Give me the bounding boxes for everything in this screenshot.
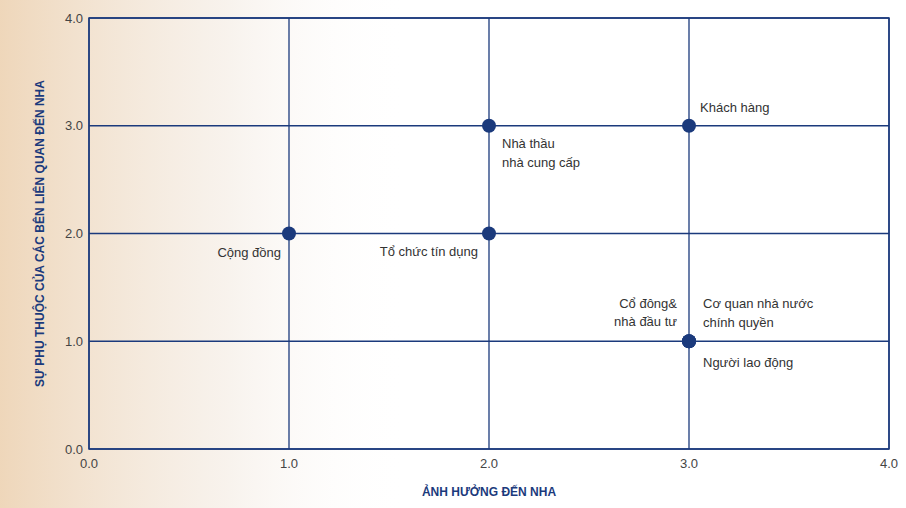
- point-label: Tổ chức tín dụng: [380, 244, 478, 259]
- y-axis-title: SỰ PHỤ THUỘC CỦA CÁC BÊN LIÊN QUAN ĐẾN N…: [32, 80, 47, 387]
- point-label: nhà cung cấp: [502, 155, 580, 170]
- point-label: Cộng đồng: [217, 245, 281, 260]
- point-label: Người lao động: [703, 355, 793, 370]
- y-tick-label: 1.0: [65, 334, 83, 349]
- x-tick-label: 3.0: [680, 456, 698, 471]
- point: [282, 227, 296, 241]
- x-axis-title: ẢNH HƯỞNG ĐẾN NHA: [422, 484, 557, 499]
- point: [682, 334, 696, 348]
- point: [682, 334, 696, 348]
- point-label: chính quyền: [703, 315, 774, 330]
- x-tick-label: 4.0: [880, 456, 898, 471]
- point-label: nhà đầu tư: [614, 314, 677, 329]
- point: [482, 119, 496, 133]
- point-label: Cổ đông&: [619, 296, 677, 311]
- x-tick-label: 0.0: [80, 456, 98, 471]
- point: [482, 227, 496, 241]
- plot-frame: [89, 18, 889, 449]
- point-label: Cơ quan nhà nước: [703, 296, 814, 311]
- y-tick-label: 2.0: [65, 226, 83, 241]
- point: [682, 119, 696, 133]
- y-tick-label: 0.0: [65, 442, 83, 457]
- point-label: Nhà thầu: [502, 136, 555, 151]
- y-tick-label: 3.0: [65, 118, 83, 133]
- x-tick-label: 1.0: [280, 456, 298, 471]
- point: [682, 334, 696, 348]
- point-label: Khách hàng: [700, 100, 769, 115]
- points: [282, 119, 696, 349]
- background: [0, 0, 906, 508]
- x-tick-label: 2.0: [480, 456, 498, 471]
- point-labels: Khách hàng Nhà thầu nhà cung cấp Cộng đồng T…: [217, 100, 813, 371]
- y-tick-label: 4.0: [65, 11, 83, 26]
- grid-line-y: [89, 341, 889, 342]
- grid: [89, 18, 889, 449]
